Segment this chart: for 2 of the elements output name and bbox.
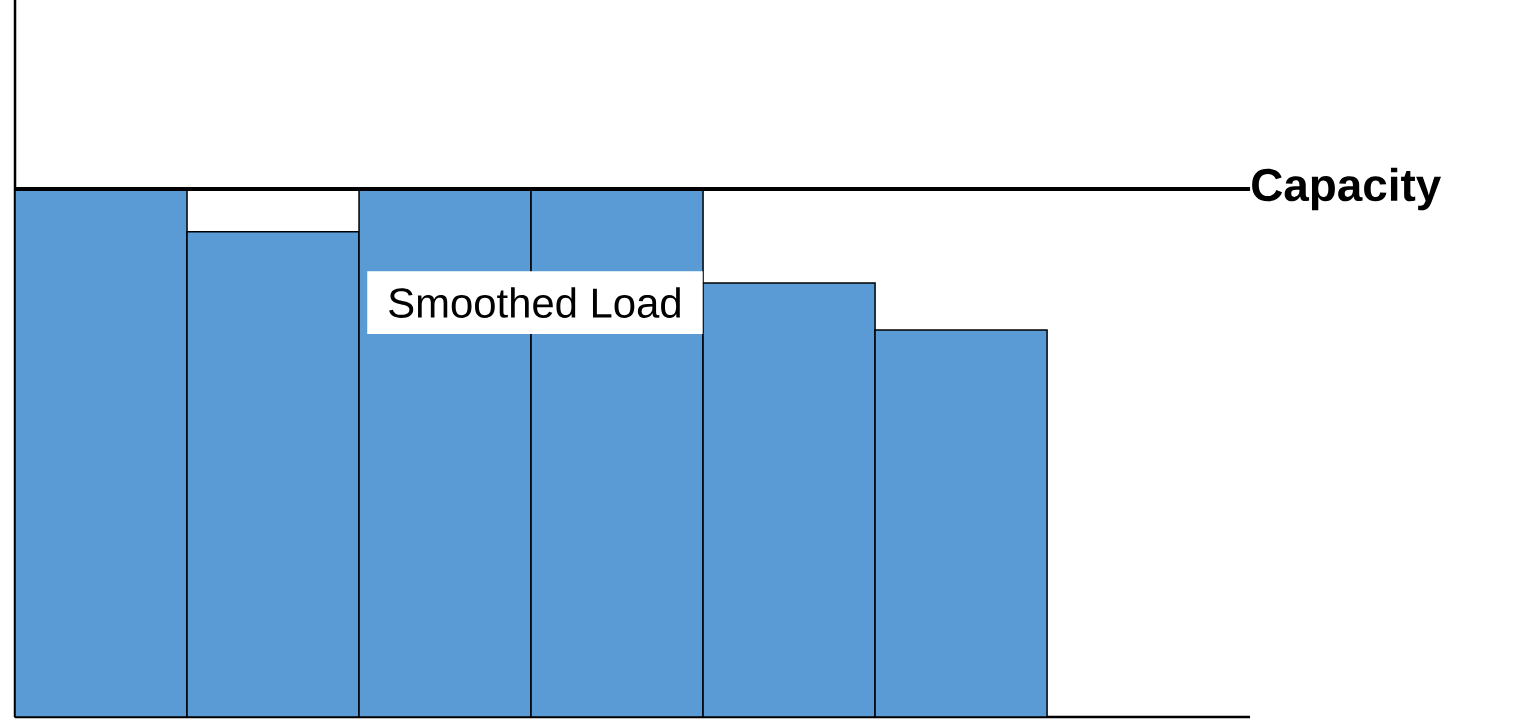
ref-line-label: Capacity [1252,167,1441,211]
annotation: Smoothed Load [389,287,680,318]
